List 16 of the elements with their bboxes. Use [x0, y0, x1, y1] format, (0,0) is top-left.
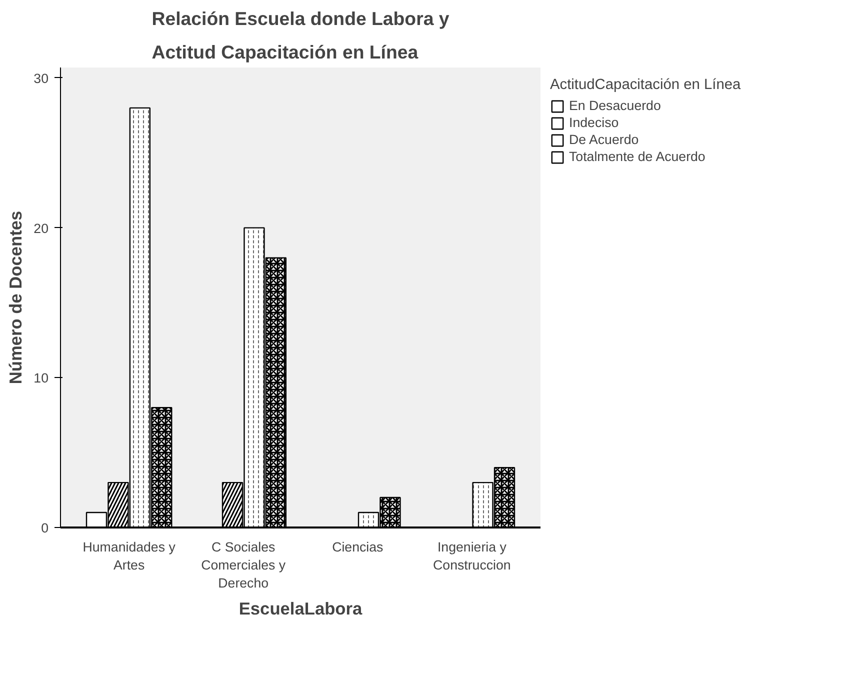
x-tick-label: Ciencias: [332, 540, 384, 554]
y-tick-label: 20: [34, 220, 49, 236]
x-tick-label: C Sociales Comerciales y Derecho: [201, 540, 286, 590]
y-tick-label: 30: [34, 70, 49, 86]
x-tick-label: Ingenieria y Construccion: [433, 540, 511, 572]
legend-label: Totalmente de Acuerdo: [569, 149, 706, 164]
chart-title: Relación Escuela donde Labora y Actitud Capacitación en Línea: [152, 8, 450, 62]
x-axis-title: EscuelaLabora: [238, 598, 362, 618]
y-tick-label: 10: [34, 370, 49, 386]
legend-title: ActitudCapacitación en Línea: [550, 77, 741, 93]
legend-label: Indeciso: [569, 115, 619, 130]
legend-label: En Desacuerdo: [569, 98, 661, 113]
y-tick-label: 0: [41, 520, 49, 536]
legend-label: De Acuerdo: [569, 132, 639, 147]
y-axis-title: Número de Docentes: [6, 210, 26, 384]
x-tick-label: Humanidades y Artes: [82, 540, 176, 572]
